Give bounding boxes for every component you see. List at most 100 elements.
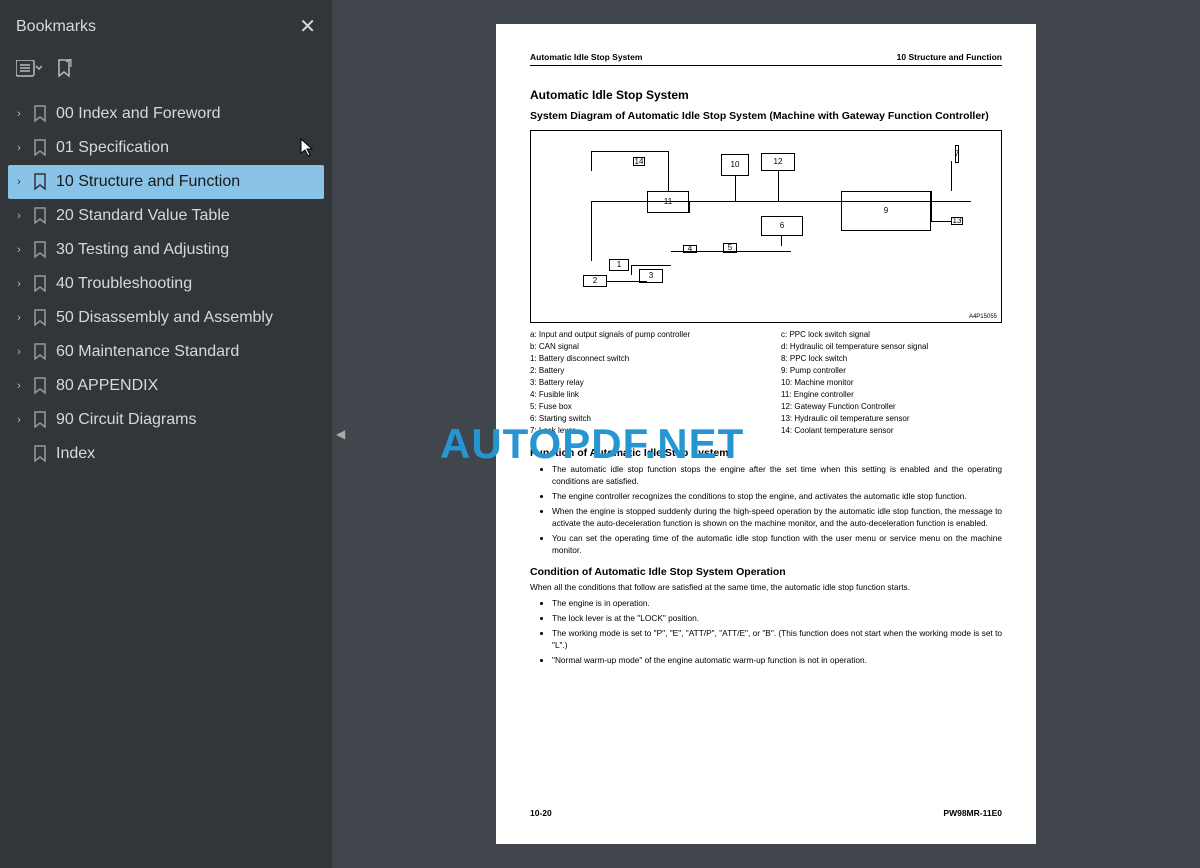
legend-entry: 7: Lock lever (530, 425, 751, 437)
bookmark-icon (32, 173, 48, 191)
legend-entry: 12: Gateway Function Controller (781, 401, 1002, 413)
diagram-line (735, 176, 736, 201)
options-icon[interactable] (16, 60, 42, 78)
bookmark-item[interactable]: › 20 Standard Value Table (8, 199, 324, 233)
bookmark-icon (32, 445, 48, 463)
bullet-item: The working mode is set to "P", "E", "AT… (552, 627, 1002, 651)
bookmark-item[interactable]: › 50 Disassembly and Assembly (8, 301, 324, 335)
diagram-box: 9 (841, 191, 931, 231)
diagram-line (781, 236, 782, 246)
chevron-right-icon[interactable]: › (14, 414, 24, 426)
chevron-right-icon[interactable]: › (14, 380, 24, 392)
bookmark-item[interactable]: › 00 Index and Foreword (8, 97, 324, 131)
chevron-right-icon[interactable]: › (14, 142, 24, 154)
diagram-line (631, 265, 632, 275)
diagram-line (607, 281, 647, 282)
document-viewport[interactable]: Automatic Idle Stop System 10 Structure … (332, 0, 1200, 868)
diagram-box: 7 (955, 145, 959, 163)
function-heading: Function of Automatic Idle Stop System (530, 447, 1002, 459)
bookmarks-sidebar: Bookmarks ✕ › 00 Index and Foreword ›01 Sp… (0, 0, 332, 868)
sidebar-toolbar (0, 53, 332, 93)
bookmark-item[interactable]: › 40 Troubleshooting (8, 267, 324, 301)
legend-entry: 14: Coolant temperature sensor (781, 425, 1002, 437)
header-left: Automatic Idle Stop System (530, 52, 642, 62)
diagram-line (631, 265, 671, 266)
bookmark-item[interactable]: › 10 Structure and Function (8, 165, 324, 199)
legend-entry: 11: Engine controller (781, 389, 1002, 401)
bookmark-item[interactable]: ›60 Maintenance Standard (8, 335, 324, 369)
bookmark-icon (32, 377, 48, 395)
diagram-box: 11 (647, 191, 689, 213)
bookmark-icon (32, 139, 48, 157)
legend-entry: a: Input and output signals of pump cont… (530, 329, 751, 341)
legend-entry: 1: Battery disconnect switch (530, 353, 751, 365)
bookmark-label: 00 Index and Foreword (56, 105, 221, 123)
bookmark-icon (32, 241, 48, 259)
close-icon[interactable]: ✕ (299, 14, 316, 39)
legend-entry: b: CAN signal (530, 341, 751, 353)
bookmark-label: 30 Testing and Adjusting (56, 241, 229, 259)
chevron-right-icon[interactable]: › (14, 278, 24, 290)
diagram-line (931, 221, 951, 222)
diagram-line (591, 151, 592, 171)
page-footer: 10-20 PW98MR-11E0 (530, 808, 1002, 818)
diagram-legend: a: Input and output signals of pump cont… (530, 329, 1002, 437)
legend-col-left: a: Input and output signals of pump cont… (530, 329, 751, 437)
legend-entry: 8: PPC lock switch (781, 353, 1002, 365)
pdf-page: Automatic Idle Stop System 10 Structure … (496, 24, 1036, 844)
legend-entry: 9: Pump controller (781, 365, 1002, 377)
section-heading: System Diagram of Automatic Idle Stop Sy… (530, 110, 1002, 124)
diagram-box: 1 (609, 259, 629, 271)
legend-entry: 4: Fusible link (530, 389, 751, 401)
sidebar-title: Bookmarks (16, 18, 96, 36)
doc-code: PW98MR-11E0 (943, 808, 1002, 818)
header-right: 10 Structure and Function (897, 52, 1002, 62)
bullet-item: You can set the operating time of the au… (552, 532, 1002, 556)
bookmark-icon (32, 275, 48, 293)
bookmark-item[interactable]: ›90 Circuit Diagrams (8, 403, 324, 437)
diagram-line (591, 201, 592, 261)
chevron-right-icon[interactable]: › (14, 108, 24, 120)
chevron-right-icon[interactable]: › (14, 176, 24, 188)
bullet-item: "Normal warm-up mode" of the engine auto… (552, 654, 1002, 666)
diagram-line (931, 191, 932, 221)
diagram-ref: A4P15055 (969, 314, 997, 320)
condition-heading: Condition of Automatic Idle Stop System … (530, 566, 1002, 578)
diagram-line (591, 201, 971, 202)
bookmark-label: 20 Standard Value Table (56, 207, 230, 225)
legend-entry: c: PPC lock switch signal (781, 329, 1002, 341)
system-diagram: A4P15055 141012119713654123 (530, 130, 1002, 323)
diagram-box: 12 (761, 153, 795, 171)
legend-entry: 5: Fuse box (530, 401, 751, 413)
legend-col-right: c: PPC lock switch signald: Hydraulic oi… (781, 329, 1002, 437)
bookmark-icon (32, 309, 48, 327)
chevron-right-icon[interactable]: › (14, 346, 24, 358)
collapse-sidebar-icon[interactable]: ◀ (332, 423, 349, 445)
bookmark-label: 40 Troubleshooting (56, 275, 192, 293)
legend-entry: d: Hydraulic oil temperature sensor sign… (781, 341, 1002, 353)
bullet-item: The engine controller recognizes the con… (552, 490, 1002, 502)
sidebar-header: Bookmarks ✕ (0, 0, 332, 53)
bookmark-item[interactable]: Index (8, 437, 324, 471)
bookmark-label: 50 Disassembly and Assembly (56, 309, 273, 327)
condition-list: The engine is in operation.The lock leve… (530, 597, 1002, 666)
legend-entry: 6: Starting switch (530, 413, 751, 425)
bookmark-item[interactable]: ›01 Specification (8, 131, 324, 165)
legend-entry: 2: Battery (530, 365, 751, 377)
bookmark-label: 10 Structure and Function (56, 173, 240, 191)
diagram-line (778, 171, 779, 201)
diagram-box: 10 (721, 154, 749, 176)
bookmark-label: Index (56, 445, 95, 463)
bookmark-current-icon[interactable] (56, 59, 74, 79)
function-list: The automatic idle stop function stops t… (530, 463, 1002, 556)
page-number: 10-20 (530, 808, 552, 818)
page-running-header: Automatic Idle Stop System 10 Structure … (530, 52, 1002, 66)
bookmark-list: ›00 Index and Foreword›01 Specification›… (0, 93, 332, 475)
chevron-right-icon[interactable]: › (14, 244, 24, 256)
diagram-box: 13 (951, 217, 963, 225)
bookmark-item[interactable]: ›80 APPENDIX (8, 369, 324, 403)
chevron-right-icon[interactable]: › (14, 312, 24, 324)
bookmark-icon (32, 411, 48, 429)
bookmark-item[interactable]: › 30 Testing and Adjusting (8, 233, 324, 267)
chevron-right-icon[interactable]: › (14, 210, 24, 222)
